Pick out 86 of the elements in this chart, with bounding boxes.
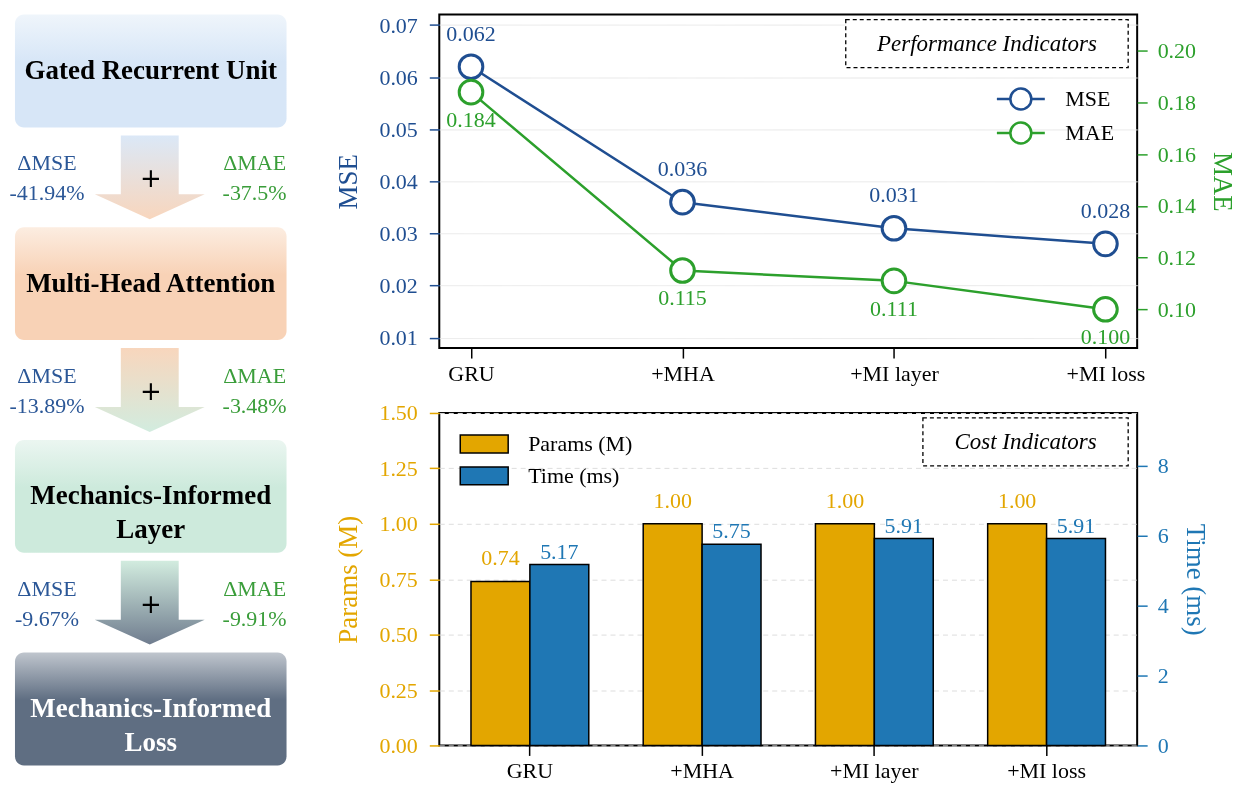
y-tick-label: 0.02 bbox=[379, 273, 418, 299]
text: + bbox=[139, 163, 162, 194]
data-label: 5.91 bbox=[1056, 512, 1096, 538]
text: ΔMSE bbox=[17, 150, 77, 176]
data-label: 5.17 bbox=[540, 538, 579, 564]
y2-tick-label: 0.16 bbox=[1157, 141, 1197, 167]
y2-axis-title: Time (ms) bbox=[1180, 523, 1211, 636]
point bbox=[880, 214, 908, 242]
y2-tick-label: 4 bbox=[1157, 592, 1169, 618]
point bbox=[669, 257, 696, 284]
y2-tick-label: 0.14 bbox=[1157, 193, 1197, 219]
text: -9.91% bbox=[222, 605, 287, 631]
data-label: 0.115 bbox=[658, 285, 707, 311]
text: -13.89% bbox=[9, 392, 85, 418]
x-tick-label: +MI layer bbox=[850, 360, 940, 386]
legend-label: MAE bbox=[1065, 119, 1115, 145]
y-axis-title: Params (M) bbox=[332, 515, 363, 644]
y-tick-label: 0.07 bbox=[379, 12, 418, 38]
text: Mechanics-Informed Loss bbox=[30, 692, 272, 757]
y-tick-label: 1.25 bbox=[379, 455, 418, 481]
data-label: 0.184 bbox=[446, 107, 496, 133]
y-tick-label: 0.05 bbox=[379, 116, 418, 142]
x-tick-label: +MI layer bbox=[830, 757, 920, 783]
x-tick-label: +MHA bbox=[651, 360, 715, 386]
data-label: 1.00 bbox=[997, 487, 1037, 513]
text: + bbox=[139, 588, 162, 619]
y2-tick-label: 0.12 bbox=[1157, 245, 1197, 271]
text: Cost Indicators bbox=[954, 428, 1097, 454]
text: -41.94% bbox=[9, 180, 85, 206]
y2-tick-label: 0.20 bbox=[1157, 38, 1197, 64]
data-label: 0.062 bbox=[446, 20, 496, 46]
y2-axis-title: MAE bbox=[1208, 151, 1237, 212]
y-tick-label: 0.75 bbox=[379, 566, 418, 592]
text: -37.5% bbox=[222, 180, 287, 206]
legend-label: Time (ms) bbox=[528, 462, 620, 488]
text: Performance Indicators bbox=[876, 30, 1097, 56]
y-axis-title: MSE bbox=[332, 154, 363, 210]
data-label: 0.74 bbox=[481, 545, 520, 571]
text: ΔMAE bbox=[223, 575, 287, 601]
y-tick-label: 0.01 bbox=[379, 325, 418, 351]
point bbox=[880, 267, 908, 295]
point bbox=[457, 53, 485, 80]
text: -3.48% bbox=[222, 392, 287, 418]
y2-tick-label: 2 bbox=[1157, 662, 1169, 688]
legend-label: MSE bbox=[1065, 85, 1111, 111]
text: ΔMSE bbox=[17, 363, 77, 389]
point bbox=[457, 78, 485, 106]
text: -9.67% bbox=[14, 605, 79, 631]
data-label: 1.00 bbox=[825, 487, 865, 513]
data-label: 0.031 bbox=[869, 182, 919, 208]
x-tick-label: +MI loss bbox=[1066, 360, 1146, 386]
y-tick-label: 0.06 bbox=[379, 64, 418, 90]
x-tick-label: GRU bbox=[448, 360, 495, 386]
data-label: 0.111 bbox=[870, 295, 918, 321]
point bbox=[1092, 230, 1119, 258]
y-tick-label: 0.00 bbox=[379, 732, 418, 758]
y2-tick-label: 8 bbox=[1157, 452, 1169, 478]
text: ΔMAE bbox=[223, 363, 287, 389]
text: ΔMSE bbox=[17, 575, 77, 601]
y2-tick-label: 0.18 bbox=[1157, 89, 1197, 115]
x-tick-label: +MHA bbox=[670, 757, 735, 783]
y-tick-label: 1.00 bbox=[379, 511, 418, 537]
y2-tick-label: 6 bbox=[1157, 522, 1169, 548]
x-tick-label: +MI loss bbox=[1007, 757, 1087, 783]
y-tick-label: 0.04 bbox=[379, 168, 418, 194]
text: ΔMAE bbox=[223, 150, 287, 176]
data-label: 1.00 bbox=[653, 487, 692, 513]
data-label: 0.036 bbox=[657, 156, 708, 182]
data-label: 5.91 bbox=[884, 512, 923, 538]
text: + bbox=[139, 375, 162, 406]
y2-tick-label: 0 bbox=[1157, 732, 1169, 758]
text: Multi-Head Attention bbox=[26, 267, 276, 298]
legend-label: Params (M) bbox=[528, 430, 633, 456]
y-tick-label: 0.25 bbox=[379, 677, 418, 703]
data-label: 0.100 bbox=[1080, 324, 1131, 350]
x-tick-label: GRU bbox=[506, 757, 554, 783]
text: Mechanics-Informed Layer bbox=[30, 480, 272, 545]
data-label: 0.028 bbox=[1080, 197, 1131, 223]
point bbox=[669, 188, 696, 216]
point bbox=[1092, 296, 1119, 323]
y-tick-label: 1.50 bbox=[379, 400, 418, 426]
y-tick-label: 0.03 bbox=[379, 220, 418, 246]
y2-tick-label: 0.10 bbox=[1157, 296, 1197, 322]
y-tick-label: 0.50 bbox=[379, 622, 418, 648]
text: Gated Recurrent Unit bbox=[24, 55, 277, 86]
data-label: 5.75 bbox=[712, 518, 751, 544]
